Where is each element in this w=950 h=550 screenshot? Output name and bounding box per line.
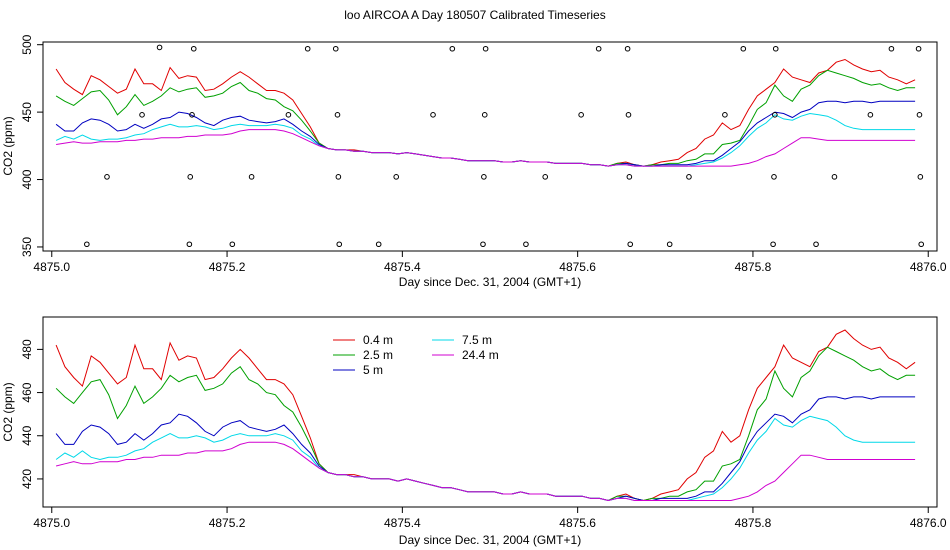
- reference-point: [915, 45, 922, 52]
- reference-point: [156, 44, 163, 51]
- reference-point: [335, 174, 342, 180]
- legend: 0.4 m2.5 m5 m 7.5 m24.4 m: [333, 333, 499, 377]
- reference-point: [916, 112, 923, 118]
- reference-point: [430, 112, 436, 118]
- series-line: [55, 396, 916, 502]
- y-tick-label: 420: [20, 469, 34, 489]
- reference-point: [595, 45, 602, 52]
- y-tick-label: 350: [20, 237, 34, 257]
- y-axis-label: CO2 (ppm): [1, 382, 15, 441]
- reference-point: [772, 112, 778, 118]
- reference-point: [104, 174, 110, 180]
- reference-point: [624, 45, 631, 52]
- series-line: [55, 100, 916, 167]
- reference-point: [813, 241, 819, 248]
- reference-point: [867, 112, 874, 118]
- reference-point: [888, 45, 895, 52]
- y-tick-label: 400: [20, 169, 34, 189]
- reference-point: [190, 45, 197, 52]
- x-tick-label: 4875.6: [559, 516, 596, 530]
- series-line: [55, 112, 916, 167]
- reference-point: [542, 174, 549, 180]
- x-tick-label: 4876.0: [910, 260, 947, 274]
- x-tick-label: 4875.8: [735, 260, 772, 274]
- reference-point: [770, 241, 776, 248]
- reference-point: [481, 112, 488, 118]
- reference-point: [772, 45, 779, 52]
- x-axis-label: Day since Dec. 31, 2004 (GMT+1): [399, 275, 581, 289]
- y-tick-label: 450: [20, 102, 34, 122]
- reference-point: [482, 45, 489, 52]
- reference-point: [186, 241, 193, 248]
- y-tick-label: 480: [20, 339, 34, 359]
- reference-point: [334, 112, 341, 118]
- reference-point: [304, 45, 311, 52]
- reference-point: [523, 241, 529, 248]
- plot-frame: [42, 41, 938, 252]
- x-tick-label: 4876.0: [910, 516, 947, 530]
- reference-point: [686, 174, 692, 180]
- y-tick-label: 500: [20, 34, 34, 54]
- y-tick-label: 460: [20, 382, 34, 402]
- x-tick-label: 4875.0: [33, 260, 70, 274]
- series-line: [56, 129, 916, 167]
- y-tick-label: 440: [20, 425, 34, 445]
- chart-title: loo AIRCOA A Day 180507 Calibrated Times…: [344, 8, 606, 22]
- reference-point: [332, 45, 339, 52]
- legend-label: 7.5 m: [462, 333, 492, 347]
- y-axis-label: CO2 (ppm): [1, 116, 15, 175]
- plot-frame: [42, 316, 938, 508]
- x-tick-label: 4875.4: [384, 516, 421, 530]
- reference-point: [285, 112, 292, 118]
- top-panel: 4875.0 4875.2 4875.4 4875.6 4875.8 4876.0 350 4…: [1, 34, 947, 289]
- reference-point: [578, 112, 584, 118]
- x-tick-label: 4875.4: [384, 260, 421, 274]
- reference-point: [771, 174, 777, 180]
- x-tick-label: 4875.8: [735, 516, 772, 530]
- reference-point: [740, 45, 747, 52]
- reference-point: [722, 112, 728, 118]
- reference-point: [84, 241, 90, 248]
- reference-point: [480, 241, 486, 248]
- x-tick-label: 4875.6: [559, 260, 596, 274]
- series-line: [55, 415, 916, 502]
- reference-point: [449, 45, 456, 52]
- reference-point: [831, 174, 838, 180]
- reference-point: [625, 112, 632, 118]
- reference-point: [666, 241, 673, 248]
- series-line: [55, 69, 916, 167]
- legend-label: 2.5 m: [363, 348, 393, 362]
- legend-label: 5 m: [363, 363, 383, 377]
- reference-point: [336, 241, 343, 248]
- reference-point: [918, 241, 925, 248]
- reference-point: [627, 241, 634, 248]
- reference-point: [626, 174, 633, 180]
- bottom-panel: 4875.0 4875.2 4875.4 4875.6 4875.8 4876.0 420 4…: [1, 316, 947, 547]
- reference-point: [139, 112, 145, 118]
- x-axis-label: Day since Dec. 31, 2004 (GMT+1): [399, 533, 581, 547]
- legend-label: 24.4 m: [462, 348, 499, 362]
- reference-point: [375, 241, 382, 248]
- legend-label: 0.4 m: [363, 333, 393, 347]
- reference-point: [393, 174, 400, 180]
- reference-point: [248, 174, 255, 180]
- reference-point: [189, 112, 195, 118]
- x-tick-label: 4875.0: [33, 516, 70, 530]
- reference-point: [187, 174, 194, 180]
- x-tick-label: 4875.2: [209, 516, 246, 530]
- reference-point: [917, 174, 924, 180]
- reference-point: [481, 174, 487, 180]
- series-line: [55, 346, 916, 502]
- x-tick-label: 4875.2: [209, 260, 246, 274]
- reference-point: [229, 241, 236, 248]
- series-line: [55, 441, 916, 502]
